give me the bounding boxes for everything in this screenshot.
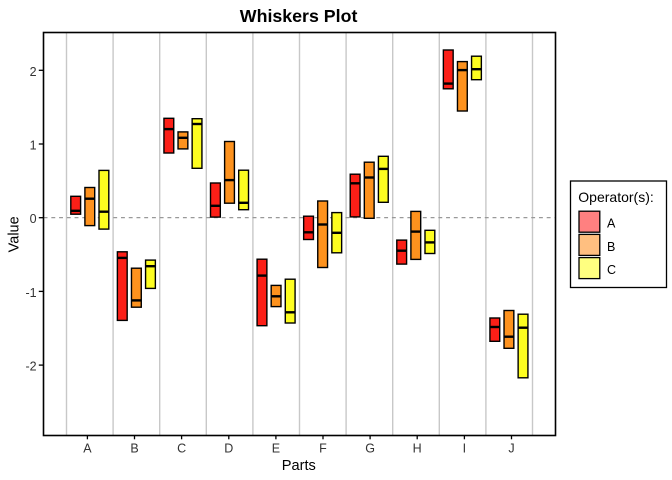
svg-text:I: I [463,442,466,456]
svg-text:B: B [607,240,615,254]
svg-text:0: 0 [30,212,37,226]
svg-text:J: J [508,442,514,456]
svg-text:Operator(s):: Operator(s): [578,189,653,205]
svg-text:Whiskers Plot: Whiskers Plot [240,6,358,26]
svg-text:E: E [272,442,280,456]
svg-text:C: C [177,442,186,456]
svg-text:-2: -2 [25,360,36,374]
svg-text:G: G [365,442,375,456]
svg-text:-1: -1 [25,286,36,300]
svg-text:2: 2 [30,65,37,79]
svg-text:D: D [224,442,233,456]
svg-text:B: B [130,442,138,456]
svg-text:Parts: Parts [282,458,316,474]
svg-text:F: F [319,442,327,456]
svg-text:A: A [607,217,616,231]
svg-text:Value: Value [6,216,22,252]
svg-text:C: C [607,263,616,277]
svg-text:A: A [83,442,92,456]
svg-text:1: 1 [30,139,37,153]
svg-text:H: H [413,442,422,456]
